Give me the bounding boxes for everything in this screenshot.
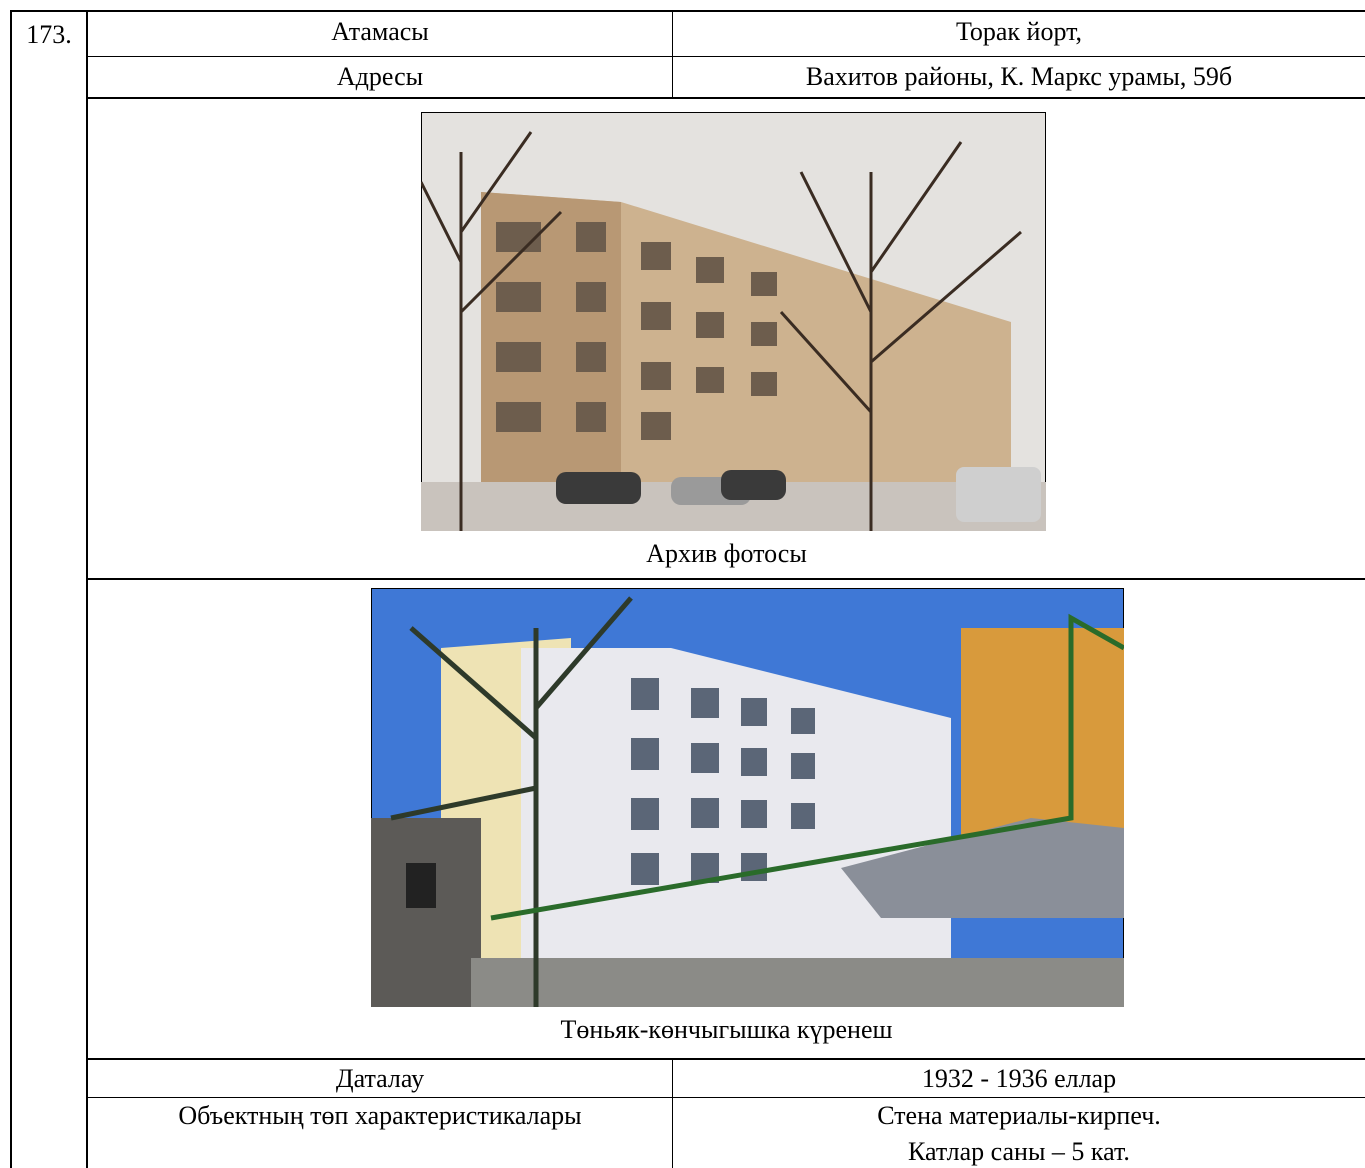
border xyxy=(10,10,1365,12)
border xyxy=(86,97,1365,99)
cell: Торак йорт, xyxy=(955,17,1083,46)
cell: Вахитов районы, К. Маркс урамы, 59б xyxy=(805,62,1233,91)
cell: Стена материалы-кирпеч. xyxy=(877,1101,1161,1130)
cell: Атамасы xyxy=(331,17,429,46)
item-number: 173. xyxy=(26,20,72,49)
cell: 1932 - 1936 еллар xyxy=(921,1064,1117,1093)
cell: Даталау xyxy=(335,1064,425,1093)
border xyxy=(86,56,1365,57)
cell: Адресы xyxy=(336,62,424,91)
archive-photo xyxy=(421,112,1046,531)
border xyxy=(86,10,88,1168)
border xyxy=(86,578,1365,580)
current-photo xyxy=(371,588,1124,1007)
photo-caption: Архив фотосы xyxy=(646,539,807,568)
cell: Объектның төп характеристикалары xyxy=(178,1101,582,1130)
border xyxy=(10,10,12,1168)
border xyxy=(86,1097,1365,1098)
border xyxy=(672,10,673,98)
cell: Катлар саны – 5 кат. xyxy=(908,1137,1130,1166)
border xyxy=(86,1058,1365,1060)
border xyxy=(672,1058,673,1168)
photo-caption: Төньяк-көнчыгышка күренеш xyxy=(560,1015,893,1044)
